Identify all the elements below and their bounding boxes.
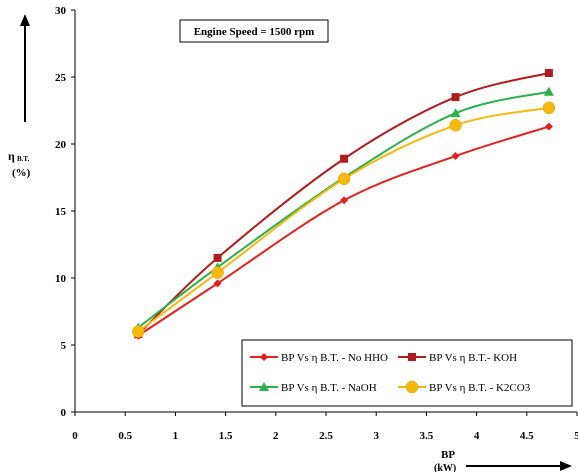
legend-label: BP Vs η B.T. - No HHO (281, 352, 388, 364)
legend-label: BP Vs η B.T.- KOH (429, 352, 517, 364)
annotation-box: Engine Speed = 1500 rpm (179, 19, 329, 43)
legend-label: BP Vs η B.T. - NaOH (281, 382, 377, 394)
y-axis-arrow-head (20, 14, 30, 26)
x-tick-label: 1.5 (219, 430, 233, 442)
data-point (211, 266, 224, 279)
data-point (132, 325, 145, 338)
legend-swatch-marker (260, 353, 268, 361)
x-tick-label: 3 (373, 430, 379, 442)
x-axis-label-group: BP (kW) (434, 449, 572, 472)
data-point (542, 101, 556, 115)
data-point (213, 253, 222, 262)
annotation-text: Engine Speed = 1500 rpm (194, 26, 315, 38)
series-3 (132, 101, 556, 338)
data-point (543, 86, 554, 96)
y-tick-label: 15 (55, 206, 67, 218)
legend-item: BP Vs η B.T.- KOH (398, 352, 517, 364)
tick-labels: 0 0.5 1 1.5 2 2.5 3 3.5 4 4.5 5 0 5 10 15 20 25 30 (55, 5, 578, 442)
x-tick-label: 1 (173, 430, 179, 442)
series-0 (134, 122, 553, 340)
legend-item: BP Vs η B.T. - K2CO3 (398, 380, 531, 394)
y-axis-label-main: η (8, 149, 15, 163)
x-tick-label: 2 (273, 430, 279, 442)
legend-box (241, 339, 573, 407)
data-point (450, 108, 461, 118)
y-tick-label: 30 (55, 5, 67, 17)
series-line (137, 106, 550, 333)
legend-label: BP Vs η B.T. - K2CO3 (429, 382, 531, 394)
legend-item: BP Vs η B.T. - No HHO (250, 352, 388, 364)
x-tick-label: 3.5 (420, 430, 434, 442)
data-point (340, 196, 349, 205)
legend: BP Vs η B.T. - No HHO BP Vs η B.T.- KOH BP… (241, 339, 573, 407)
legend-swatch-marker (259, 382, 269, 391)
data-point (449, 118, 462, 132)
y-tick-label: 20 (55, 139, 67, 151)
series-group (132, 68, 556, 340)
series-line (137, 90, 550, 329)
x-axis-arrow-head (560, 461, 572, 471)
x-tick-label: 0 (72, 430, 78, 442)
series-2 (133, 86, 554, 332)
x-tick-label: 5 (574, 430, 578, 442)
y-tick-label: 0 (61, 407, 67, 419)
data-point (451, 152, 460, 161)
data-point (451, 93, 460, 102)
y-axis-label-sub: B.T. (17, 155, 30, 163)
legend-swatch-marker (408, 353, 416, 361)
data-point (544, 68, 553, 77)
x-tick-label: 4.5 (520, 430, 534, 442)
data-point (337, 172, 351, 186)
axes (71, 9, 578, 416)
x-axis-label-unit: (kW) (434, 463, 456, 472)
legend-swatch-marker (405, 380, 419, 394)
y-tick-label: 5 (61, 340, 67, 352)
y-tick-label: 10 (55, 273, 67, 285)
x-axis-label-main: BP (441, 449, 455, 461)
x-tick-label: 4 (474, 430, 480, 442)
legend-item: BP Vs η B.T. - NaOH (250, 382, 377, 394)
y-tick-label: 25 (55, 72, 67, 84)
y-axis-label-unit: (%) (12, 167, 31, 179)
x-tick-label: 0.5 (118, 430, 132, 442)
y-axis-label-group: η B.T. (%) (8, 14, 31, 179)
x-tick-label: 2.5 (319, 430, 333, 442)
data-point (340, 154, 349, 163)
data-point (544, 122, 553, 131)
data-point (213, 279, 222, 288)
